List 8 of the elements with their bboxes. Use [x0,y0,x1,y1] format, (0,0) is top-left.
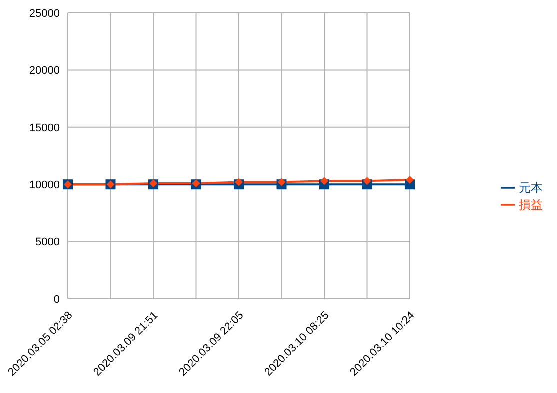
y-tick-label: 25000 [29,8,60,20]
y-tick-label: 10000 [29,180,60,192]
legend-label: 元本 [519,180,543,194]
y-tick-label: 15000 [29,122,60,134]
y-tick-label: 0 [54,294,60,306]
y-tick-label: 5000 [36,236,60,249]
y-tick-label: 20000 [29,65,60,78]
legend-label: 損益 [519,198,543,212]
